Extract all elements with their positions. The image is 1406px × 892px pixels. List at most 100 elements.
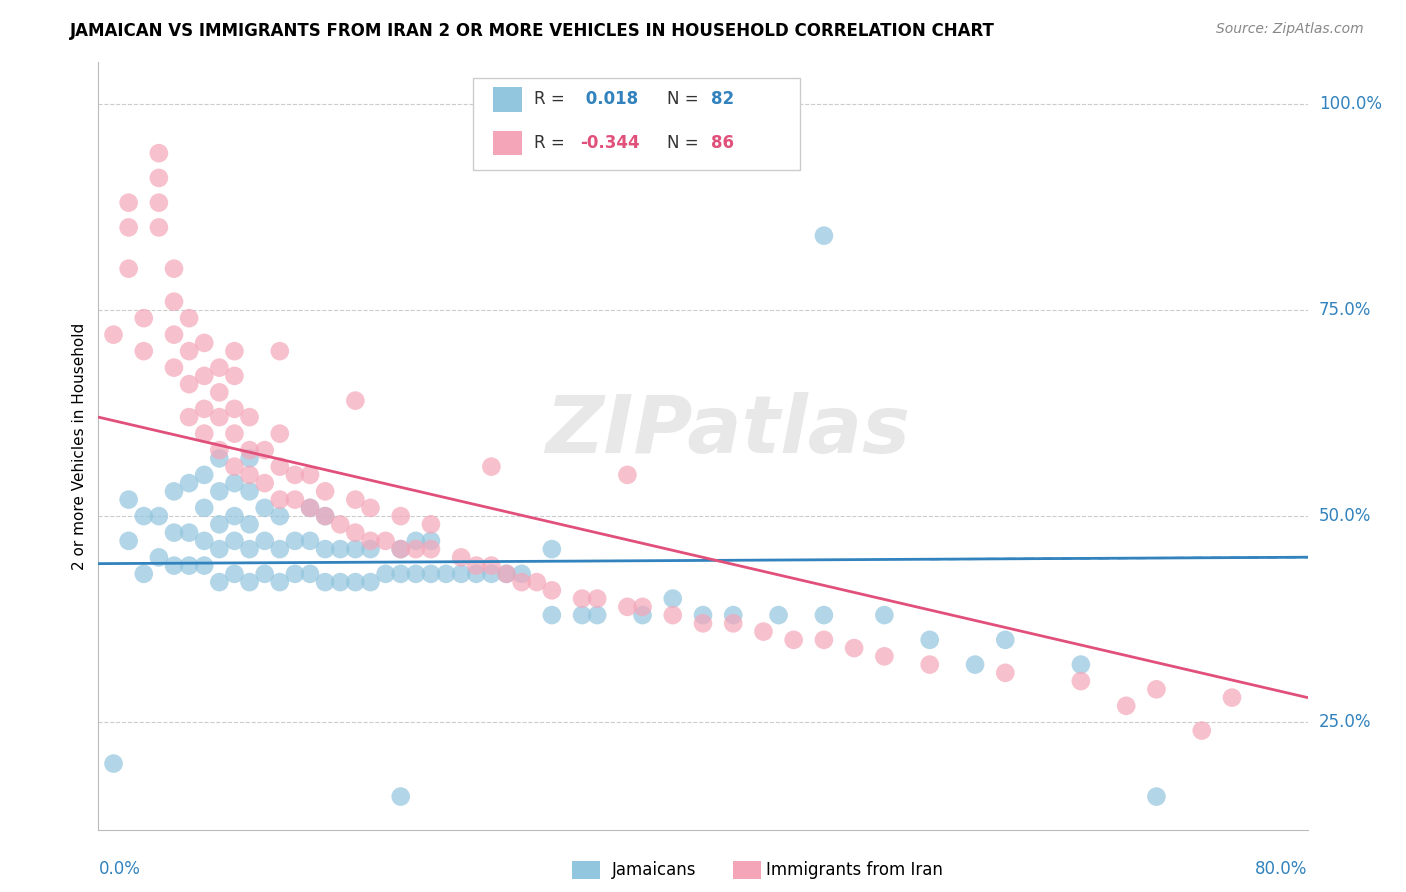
Point — [1144, 789, 1167, 804]
Point — [193, 368, 215, 383]
Point — [813, 228, 835, 243]
Point — [661, 591, 683, 606]
Point — [481, 566, 503, 581]
Text: 100.0%: 100.0% — [1319, 95, 1382, 112]
Point — [329, 517, 352, 532]
Point — [193, 500, 215, 515]
Point — [269, 542, 291, 557]
Point — [193, 558, 215, 573]
Text: Source: ZipAtlas.com: Source: ZipAtlas.com — [1216, 22, 1364, 37]
Point — [389, 566, 412, 581]
Point — [148, 509, 170, 524]
Point — [405, 542, 427, 557]
Text: 50.0%: 50.0% — [1319, 508, 1371, 525]
Point — [374, 533, 396, 548]
Point — [269, 426, 291, 441]
Point — [208, 385, 231, 400]
Point — [405, 533, 427, 548]
Text: 86: 86 — [711, 134, 734, 152]
FancyBboxPatch shape — [474, 78, 800, 169]
Text: JAMAICAN VS IMMIGRANTS FROM IRAN 2 OR MORE VEHICLES IN HOUSEHOLD CORRELATION CHA: JAMAICAN VS IMMIGRANTS FROM IRAN 2 OR MO… — [70, 22, 995, 40]
Point — [239, 542, 262, 557]
Point — [208, 410, 231, 425]
Point — [163, 327, 186, 342]
Point — [224, 368, 246, 383]
Point — [253, 533, 276, 548]
Point — [239, 410, 262, 425]
Point — [239, 484, 262, 499]
Point — [344, 525, 367, 540]
Point — [420, 517, 443, 532]
Point — [844, 641, 866, 656]
Point — [510, 575, 533, 590]
Point — [813, 632, 835, 647]
Point — [586, 591, 609, 606]
Point — [163, 558, 186, 573]
Point — [723, 616, 745, 631]
Point — [540, 542, 562, 557]
Point — [1220, 690, 1243, 705]
Point — [103, 327, 125, 342]
Point — [193, 467, 215, 482]
Point — [148, 195, 170, 210]
Point — [465, 558, 488, 573]
Point — [163, 360, 186, 375]
Text: N =: N = — [666, 134, 703, 152]
FancyBboxPatch shape — [492, 87, 522, 112]
Point — [224, 476, 246, 491]
Point — [163, 294, 186, 309]
Point — [631, 599, 654, 614]
Point — [495, 566, 517, 581]
Point — [224, 401, 246, 416]
Point — [224, 566, 246, 581]
Point — [540, 608, 562, 623]
Text: 82: 82 — [711, 90, 734, 108]
Point — [692, 608, 714, 623]
Point — [239, 575, 262, 590]
Point — [163, 484, 186, 499]
Point — [1144, 682, 1167, 697]
Point — [994, 665, 1017, 680]
Point — [118, 220, 141, 235]
Point — [208, 360, 231, 375]
Text: 80.0%: 80.0% — [1256, 860, 1308, 878]
Point — [692, 616, 714, 631]
Point — [193, 533, 215, 548]
Point — [344, 393, 367, 408]
Point — [1191, 723, 1213, 738]
Text: ZIPatlas: ZIPatlas — [544, 392, 910, 470]
Point — [314, 484, 336, 499]
Point — [329, 542, 352, 557]
Point — [284, 533, 307, 548]
Point — [208, 443, 231, 458]
Text: Jamaicans: Jamaicans — [612, 861, 696, 879]
Point — [571, 608, 593, 623]
Point — [450, 566, 472, 581]
Point — [253, 476, 276, 491]
Point — [1115, 698, 1137, 713]
Point — [450, 550, 472, 565]
Point — [360, 500, 382, 515]
Point — [344, 575, 367, 590]
Point — [420, 542, 443, 557]
Point — [344, 542, 367, 557]
Point — [132, 344, 155, 359]
Point — [239, 451, 262, 466]
Point — [239, 467, 262, 482]
Point — [314, 509, 336, 524]
Point — [616, 599, 638, 614]
Point — [224, 459, 246, 474]
Point — [389, 542, 412, 557]
Point — [253, 500, 276, 515]
Point — [179, 558, 201, 573]
Point — [918, 632, 941, 647]
Point — [224, 533, 246, 548]
Point — [163, 261, 186, 276]
Point — [510, 566, 533, 581]
Text: 25.0%: 25.0% — [1319, 714, 1371, 731]
Point — [132, 566, 155, 581]
Point — [269, 509, 291, 524]
Point — [360, 533, 382, 548]
Point — [239, 443, 262, 458]
Point — [1070, 674, 1092, 689]
